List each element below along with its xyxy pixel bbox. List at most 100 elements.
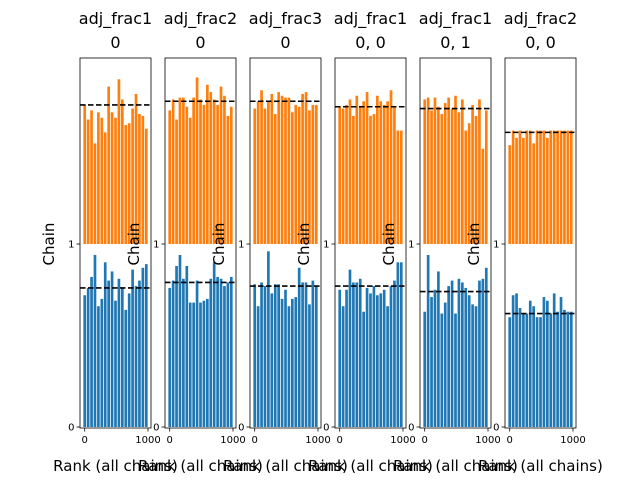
bar-chain0-1 <box>86 287 90 427</box>
bar-chain1-8 <box>110 112 114 245</box>
bar-chain0-5 <box>185 265 189 427</box>
bar-chain1-3 <box>93 143 97 244</box>
bar-chain1-14 <box>556 130 559 244</box>
x-tick-label: 1000 <box>475 435 500 446</box>
bar-chain0-7 <box>277 284 280 427</box>
bar-chain0-14 <box>301 282 304 427</box>
bar-chain1-12 <box>294 104 298 244</box>
bar-chain0-3 <box>178 254 182 427</box>
bar-chain1-5 <box>100 117 104 244</box>
bar-chain1-5 <box>440 114 444 244</box>
bar-chain1-3 <box>433 97 437 244</box>
bar-chain1-6 <box>358 106 362 244</box>
bar-chain0-2 <box>515 293 518 427</box>
axes-frame <box>164 57 237 429</box>
bar-chain1-11 <box>121 99 124 245</box>
bar-chain1-11 <box>376 95 379 245</box>
bar-chain0-3 <box>433 289 437 427</box>
panel-title-line1: adj_frac1 <box>79 9 152 29</box>
bar-chain0-18 <box>484 267 488 427</box>
bar-chain1-12 <box>124 125 128 244</box>
bar-chain1-8 <box>195 77 199 244</box>
bar-chain0-13 <box>127 293 131 427</box>
bar-chain0-3 <box>93 254 97 427</box>
bar-chain1-18 <box>314 104 318 244</box>
bar-chain1-10 <box>457 112 461 245</box>
bar-chain1-15 <box>219 86 223 245</box>
y-tick-label: 1 <box>323 240 329 251</box>
bar-chain0-7 <box>192 302 195 427</box>
bar-chain1-12 <box>209 92 213 244</box>
bar-chain0-10 <box>457 278 461 427</box>
bar-chain1-6 <box>273 114 277 244</box>
axes-frame <box>249 57 322 429</box>
bar-chain1-2 <box>345 104 348 244</box>
y-axis-label: Chain <box>380 223 398 266</box>
x-tick-label: 1000 <box>560 435 585 446</box>
bar-chain1-2 <box>260 90 263 244</box>
bar-chain1-13 <box>382 104 386 244</box>
y-axis-label: Chain <box>295 223 313 266</box>
bar-chain1-7 <box>192 97 195 244</box>
bar-chain0-9 <box>369 293 372 427</box>
y-axis-label: Chain <box>40 223 58 266</box>
bar-chain1-10 <box>542 130 546 244</box>
bar-chain1-10 <box>372 114 376 244</box>
bar-chain1-10 <box>287 97 291 244</box>
bar-chain0-15 <box>134 286 138 427</box>
x-tick-label: 0 <box>507 435 513 446</box>
y-tick-label: 1 <box>493 240 499 251</box>
bar-chain0-18 <box>144 264 148 427</box>
bar-chain0-13 <box>297 267 301 427</box>
x-axis-label: Rank (all chains) <box>308 457 433 475</box>
y-tick-label: 0 <box>153 423 159 434</box>
bar-chain1-11 <box>461 99 464 245</box>
bar-chain0-5 <box>355 282 359 427</box>
bar-chain1-11 <box>206 84 209 244</box>
bar-chain0-17 <box>226 282 230 427</box>
bar-chain1-13 <box>467 123 471 244</box>
bar-chain1-14 <box>216 104 219 244</box>
bar-chain1-7 <box>532 143 535 244</box>
x-tick-label: 1000 <box>305 435 330 446</box>
axes-frame <box>419 57 492 429</box>
x-axis-label: Rank (all chains) <box>53 457 178 475</box>
x-axis-label: Rank (all chains) <box>478 457 603 475</box>
bar-chain1-10 <box>202 104 206 244</box>
bar-chain0-11 <box>461 282 464 427</box>
bar-chain1-1 <box>511 130 515 244</box>
bar-chain1-1 <box>171 99 175 245</box>
bar-chain1-6 <box>188 117 192 244</box>
bar-chain0-9 <box>454 313 457 427</box>
bar-chain1-7 <box>362 101 365 244</box>
bar-chain1-11 <box>546 137 549 244</box>
bar-chain0-17 <box>566 311 570 427</box>
bar-chain0-2 <box>430 297 433 427</box>
panel-title-line2: 0 <box>110 33 120 52</box>
bar-chain0-11 <box>546 300 549 427</box>
panel-title-line1: adj_frac1 <box>334 9 407 29</box>
panel-title-line1: adj_frac2 <box>504 9 577 29</box>
bar-chain1-6 <box>528 130 532 244</box>
bar-chain0-18 <box>569 311 573 427</box>
bar-chain1-5 <box>185 106 189 244</box>
bar-chain1-1 <box>426 97 430 244</box>
bar-chain1-17 <box>396 130 400 244</box>
bar-chain0-4 <box>437 271 440 427</box>
bar-chain1-13 <box>127 123 131 244</box>
bar-chain1-14 <box>386 101 389 244</box>
bar-chain1-0 <box>508 145 512 244</box>
bar-chain0-5 <box>440 313 444 427</box>
bar-chain1-15 <box>559 130 563 244</box>
bar-chain1-8 <box>280 95 284 245</box>
bar-chain1-16 <box>563 130 566 244</box>
bar-chain1-18 <box>484 110 488 244</box>
bar-chain0-16 <box>308 304 311 427</box>
bar-chain1-4 <box>352 115 355 245</box>
bar-chain1-13 <box>212 99 216 245</box>
bar-chain0-1 <box>341 306 345 427</box>
bar-chain0-10 <box>117 278 121 427</box>
bar-chain1-16 <box>223 95 226 245</box>
y-tick-label: 1 <box>68 240 74 251</box>
bar-chain0-7 <box>532 306 535 427</box>
